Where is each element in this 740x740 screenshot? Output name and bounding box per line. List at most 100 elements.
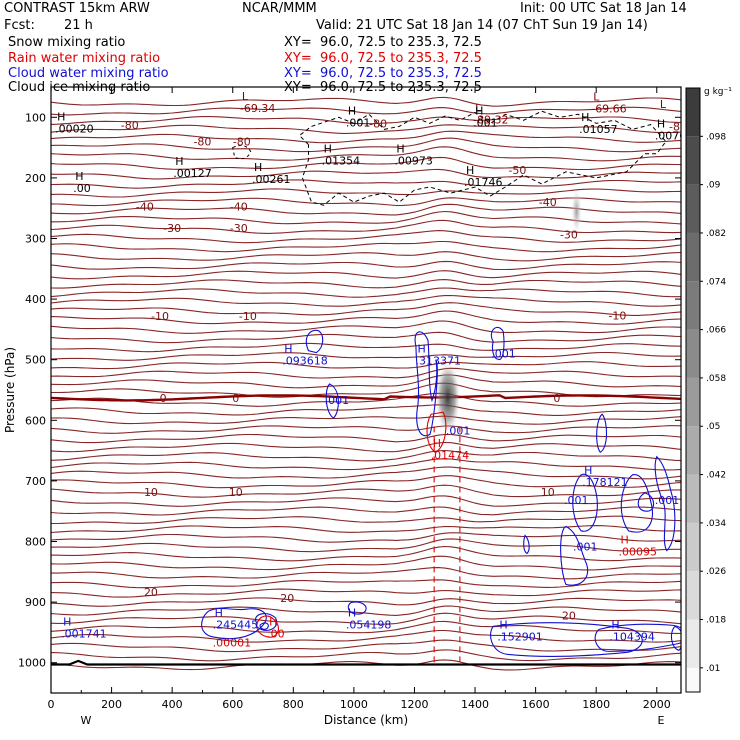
isotherm-line: [51, 156, 681, 171]
isotherm-line: [51, 302, 681, 316]
isotherm-line: [51, 188, 681, 198]
x-tick-label: 1200: [400, 698, 428, 711]
extremum-marker: H: [499, 618, 507, 631]
field-rain-xy: XY= 96.0, 72.5 to 235.3, 72.5: [284, 51, 482, 66]
y-tick-label: 500: [25, 354, 46, 367]
extremum-value: .01746: [464, 176, 503, 189]
extremum-value: .00127: [173, 167, 212, 180]
extremum-value: .00: [267, 627, 285, 640]
extremum-value: .00020: [55, 123, 94, 136]
rain-contour: [256, 615, 279, 638]
extremum-marker: H: [466, 164, 474, 177]
isotherm-line: [51, 137, 681, 153]
x-axis-label: Distance (km): [324, 713, 408, 727]
extremum-value: .001: [491, 347, 516, 360]
isotherm-line: [51, 260, 681, 271]
cloud-water-contour: [596, 413, 608, 453]
extremum-value: .001: [325, 394, 350, 407]
colorbar-swatch: [686, 329, 700, 378]
extremum-value: .001: [473, 117, 498, 130]
model-title: CONTRAST 15km ARW: [4, 1, 150, 16]
extremum-value: .001: [573, 541, 598, 554]
colorbar-swatch: [686, 522, 700, 572]
extremum-value: .00973: [394, 155, 433, 168]
snow-patch-shading: [571, 189, 582, 234]
surface-line: [51, 659, 681, 666]
extremum-value: .093618: [282, 355, 328, 368]
y-tick-label: 600: [25, 414, 46, 427]
isotherm-line: [51, 449, 681, 462]
isotherm-label: -80: [193, 136, 211, 149]
isotherm-line: [51, 475, 681, 489]
colorbar-swatch: [686, 136, 700, 185]
x-axis-east-label: E: [658, 714, 665, 727]
isotherm-line: [51, 415, 681, 425]
isotherm-label: -30: [560, 228, 578, 241]
isotherm-line: [51, 342, 681, 353]
extremum-value: .00261: [252, 173, 291, 186]
field-snow-xy: XY= 96.0, 72.5 to 235.3, 72.5: [284, 35, 482, 50]
isotherm-label: 0: [553, 392, 560, 405]
cloud-water-contour: [490, 622, 643, 658]
extremum-marker: H: [215, 606, 223, 619]
fcst-label: Fcst:: [4, 18, 35, 33]
extremum-value: .313371: [416, 355, 462, 368]
isotherm-line: [51, 555, 681, 571]
extremum-marker: H: [348, 105, 356, 118]
extremum-marker: H: [418, 343, 426, 356]
colorbar-tick-label: .082: [706, 229, 726, 239]
isotherm-line: [51, 588, 681, 598]
cloud-water-contour: [560, 525, 589, 586]
isotherm-label: -10: [151, 310, 169, 323]
isotherm-line: [51, 639, 681, 653]
extremum-marker: H: [611, 618, 619, 631]
isotherm-label: 20: [280, 592, 294, 605]
isotherm-label: -40: [230, 200, 248, 213]
colorbar-tick-label: .05: [706, 422, 720, 432]
isotherm-line: [51, 404, 681, 416]
extremum-value: -69.66: [591, 103, 626, 116]
colorbar-tick-label: .018: [706, 616, 726, 626]
colorbar-swatch: [686, 426, 700, 475]
isotherm-line: [51, 545, 681, 562]
colorbar-tick-label: .042: [706, 471, 726, 481]
extremum-marker: H: [284, 343, 292, 356]
cloud-water-contour: [523, 534, 530, 555]
isotherm-line: [51, 320, 681, 334]
extremum-marker: L: [242, 90, 249, 103]
isotherm-line: [51, 515, 681, 525]
isotherm-line: [51, 567, 681, 580]
extremum-value: .001: [655, 494, 680, 507]
extremum-value: -89.32: [473, 114, 508, 127]
y-tick-label: 300: [25, 233, 46, 246]
isotherm-line: [51, 124, 681, 134]
isotherm-label: -30: [163, 222, 181, 235]
isotherm-line: [51, 466, 681, 480]
isotherm-line: [51, 649, 681, 662]
cloud-water-contour: [654, 455, 676, 552]
isotherm-line: [51, 605, 681, 616]
extremum-marker: H: [324, 143, 332, 156]
isotherm-label: -40: [136, 200, 154, 213]
x-tick-label: 1000: [340, 698, 368, 711]
cloud-water-contour: [490, 326, 505, 361]
extremum-value: .178121: [582, 476, 628, 489]
isotherm-label: 10: [229, 486, 243, 499]
colorbar-swatch: [686, 281, 700, 330]
isotherm-label: -10: [239, 310, 257, 323]
extremum-marker: H: [57, 111, 65, 124]
isotherm-label: -80: [121, 119, 139, 132]
isotherm-line: [51, 361, 681, 370]
cloud-water-contour: [670, 625, 681, 651]
x-tick-label: 200: [101, 698, 122, 711]
field-cloudwater-xy: XY= 96.0, 72.5 to 235.3, 72.5: [284, 66, 482, 81]
extremum-value: .00: [73, 182, 91, 195]
isotherm-label: -40: [539, 196, 557, 209]
cloud-water-contour: [259, 622, 269, 630]
extremum-value: .054198: [346, 618, 392, 631]
isotherm-line: [51, 287, 681, 298]
isotherm-label: -88: [669, 120, 687, 133]
y-tick-label: 900: [25, 596, 46, 609]
y-axis-label: Pressure (hPa): [3, 347, 17, 433]
isotherm-label: -30: [230, 222, 248, 235]
